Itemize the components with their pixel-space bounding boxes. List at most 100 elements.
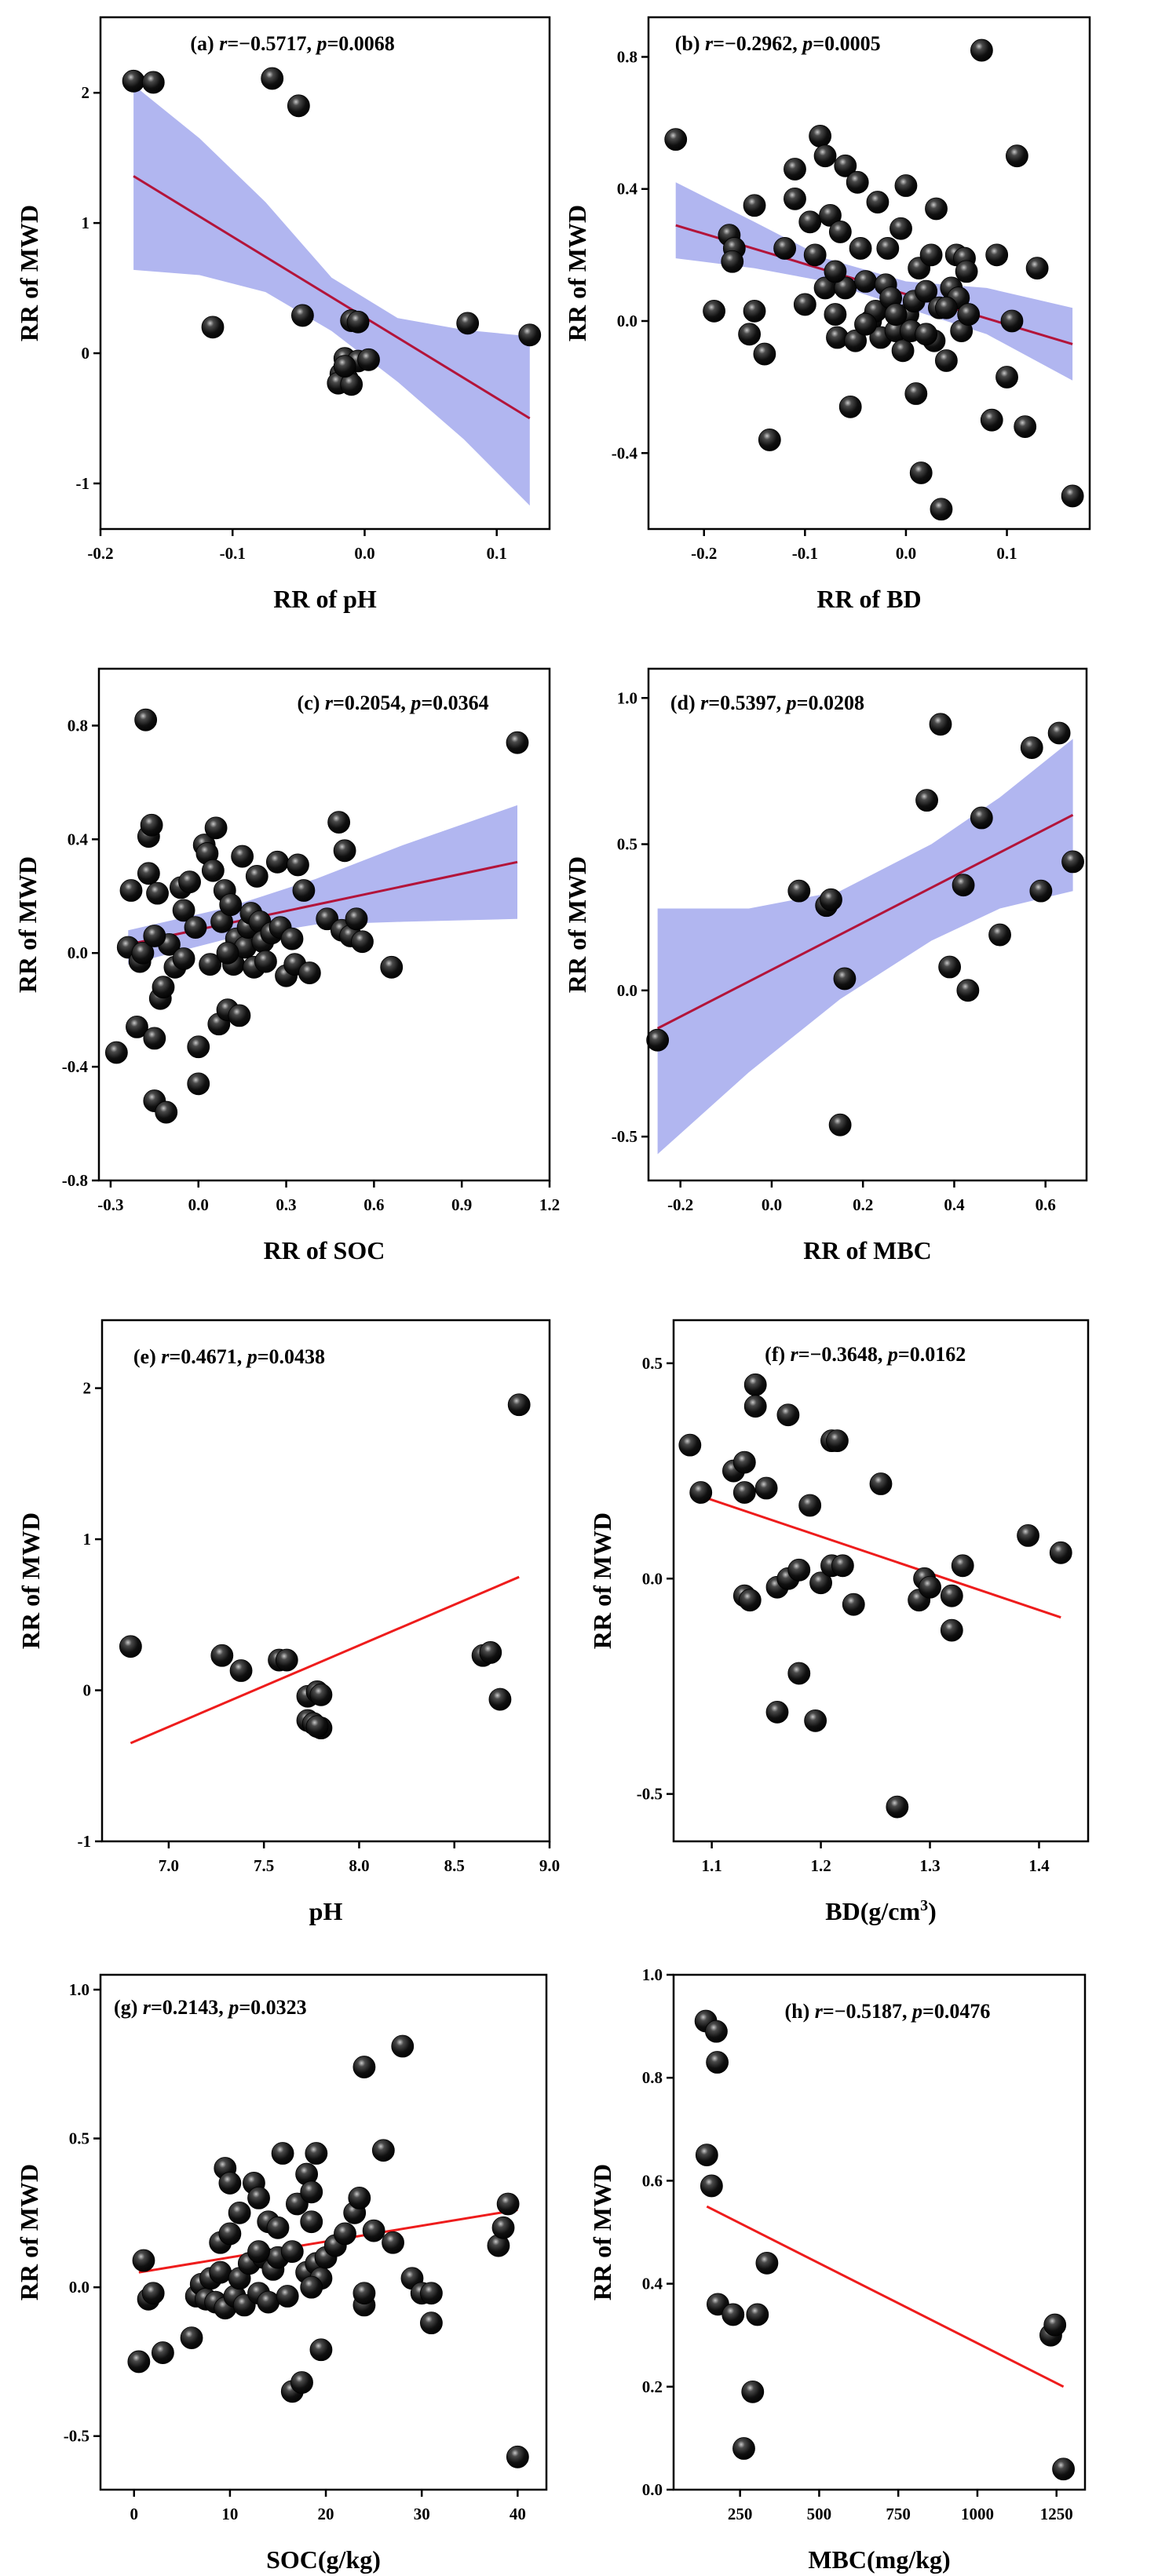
data-point (245, 865, 268, 888)
x-tick-label: 1.2 (810, 1856, 831, 1875)
data-point (732, 1481, 756, 1504)
x-tick-label: -0.2 (87, 544, 113, 563)
r-value: =0.2054, (333, 691, 411, 714)
x-tick-label: 7.5 (254, 1856, 274, 1875)
y-axis-title: RR of MWD (15, 205, 43, 341)
data-point (229, 1659, 253, 1682)
data-point (695, 2144, 718, 2167)
data-point (137, 862, 160, 885)
r-value: =−0.5717, (227, 32, 316, 55)
x-tick-label: 1.1 (702, 1856, 722, 1875)
data-point (257, 2290, 280, 2314)
data-point (787, 1558, 811, 1582)
data-point (773, 237, 797, 260)
data-point (970, 38, 993, 62)
data-point (876, 237, 900, 260)
data-point (382, 2231, 404, 2254)
panel-label: (a) (190, 32, 214, 55)
data-point (784, 187, 806, 210)
data-point (915, 279, 938, 303)
data-point (925, 197, 948, 221)
data-point (938, 955, 962, 979)
panel-label: (b) (675, 32, 700, 55)
fit-line (130, 1575, 520, 1745)
data-point (357, 348, 380, 371)
data-point (104, 1041, 128, 1064)
y-tick-label: 0.2 (642, 2377, 663, 2396)
x-axis-title: SOC(g/kg) (266, 2545, 381, 2574)
y-axis-title: RR of MWD (13, 856, 42, 993)
data-point (787, 1662, 811, 1685)
data-point (132, 2249, 155, 2272)
y-tick-label: 1.0 (69, 1980, 89, 1999)
r-symbol: r (161, 1345, 170, 1368)
y-tick-label: 0.5 (69, 2129, 89, 2148)
x-tick-label: 0.0 (354, 544, 374, 563)
r-symbol: r (143, 1996, 152, 2019)
data-point (787, 879, 811, 903)
data-point (300, 2210, 323, 2234)
data-point (300, 2180, 323, 2204)
x-axis-title-text: MBC(mg/kg) (808, 2545, 950, 2574)
x-tick-label: 0.2 (853, 1195, 873, 1214)
data-point (798, 210, 822, 234)
panel-g: 0 10 20 30 40 -0.5 0.0 0.5 1.0 SOC(g/kg) RR of MWD… (15, 1973, 548, 2574)
p-value: =0.0208 (797, 691, 864, 714)
data-point (746, 2303, 769, 2326)
data-point (353, 2056, 376, 2078)
p-symbol: p (785, 691, 797, 714)
y-tick-label: 2 (82, 83, 90, 102)
x-tick-label: 1000 (961, 2505, 994, 2523)
data-point (866, 191, 890, 213)
y-axis-title: RR of MWD (563, 205, 591, 341)
y-tick-label: 0.8 (642, 2068, 663, 2087)
y-tick-label: 0.0 (617, 312, 637, 330)
panel-a: -0.2 -0.1 0.0 0.1 -1 0 1 2 RR of pH RR of MWD (a) … (15, 16, 551, 613)
x-tick-label: -0.1 (220, 544, 246, 563)
data-point (809, 125, 832, 148)
data-point (804, 1709, 827, 1732)
data-point (266, 2216, 290, 2239)
data-point (854, 270, 877, 293)
y-tick-label: 0.0 (617, 981, 637, 1000)
data-point (216, 941, 239, 965)
data-point (834, 154, 857, 177)
r-symbol: r (325, 691, 334, 714)
data-point (346, 310, 370, 334)
panel-h: 250 500 750 1000 1250 0.0 0.2 0.4 0.6 0.8 1.0 MBC(m… (588, 1965, 1087, 2574)
data-point (828, 221, 852, 243)
data-point (380, 955, 404, 979)
x-tick-label: 40 (510, 2505, 526, 2523)
data-point (305, 1715, 329, 1739)
x-tick-label: 0.1 (487, 544, 507, 563)
y-tick-label: 0.4 (642, 2275, 663, 2293)
r-value: =0.2143, (151, 1996, 228, 2019)
data-point (261, 67, 284, 90)
y-tick-label: 0.8 (68, 716, 88, 735)
plot-frame (97, 667, 551, 1182)
x-tick-label: 0.0 (896, 544, 916, 563)
data-point (732, 2437, 755, 2460)
fit-line (706, 2205, 1065, 2388)
r-value: =0.4671, (169, 1345, 247, 1368)
y-tick-label: 0.5 (642, 1354, 663, 1373)
plot-frame (672, 1319, 1090, 1843)
data-point (172, 899, 195, 922)
data-point (172, 947, 195, 970)
x-axis-title: RR of BD (816, 585, 921, 613)
y-tick-label: 1 (82, 213, 90, 232)
data-point (956, 979, 980, 1002)
data-point (758, 429, 781, 451)
x-axis-title-sup: 3 (920, 1897, 928, 1914)
data-point (496, 2192, 520, 2216)
data-point (1017, 1523, 1039, 1547)
x-tick-label: 1.2 (539, 1195, 560, 1214)
data-point (122, 69, 145, 93)
data-point (155, 1100, 178, 1124)
data-point (290, 304, 314, 327)
y-tick-label: 1.0 (617, 688, 637, 707)
data-point (309, 1683, 333, 1706)
data-point (854, 312, 877, 336)
data-point (187, 1035, 210, 1059)
